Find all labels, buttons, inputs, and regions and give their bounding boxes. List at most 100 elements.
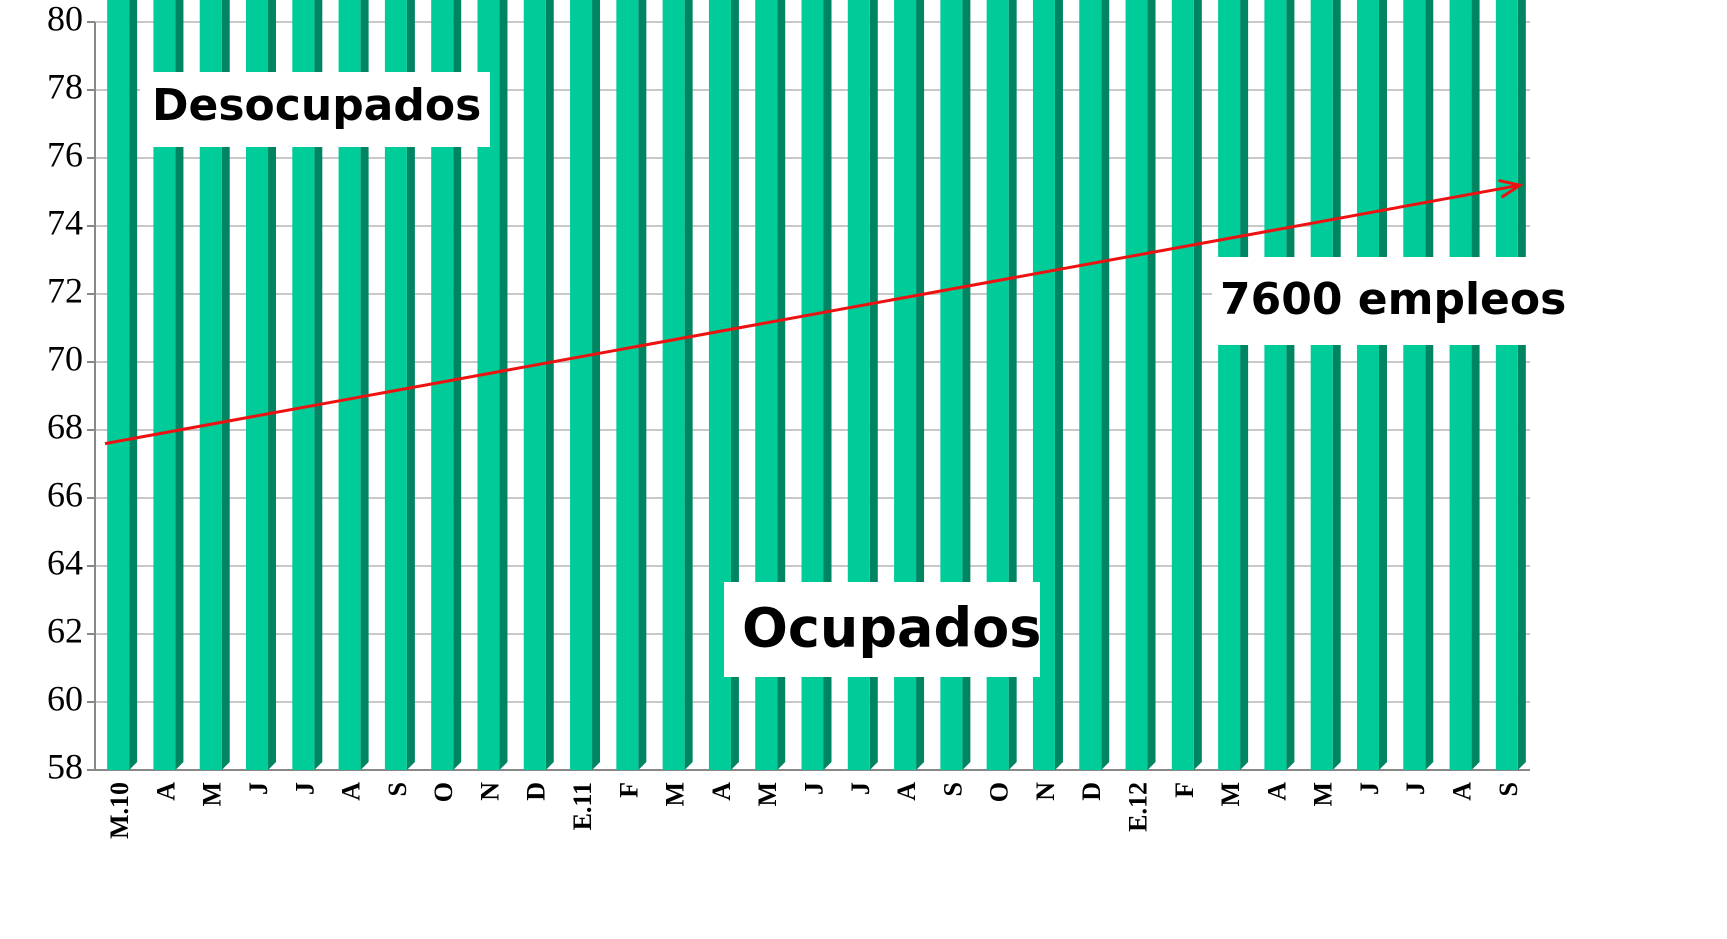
- y-tick-label: 58: [47, 746, 83, 786]
- bar: [801, 0, 824, 770]
- bar-side: [1332, 0, 1341, 770]
- bar: [107, 0, 130, 770]
- bar-side: [962, 0, 971, 770]
- y-tick-label: 78: [47, 66, 83, 106]
- trend-line: [104, 183, 1521, 446]
- bar: [847, 0, 870, 770]
- x-tick-label: A: [337, 782, 366, 801]
- bar-side: [406, 0, 415, 770]
- series-label: Ocupados: [742, 597, 1041, 660]
- bar: [1218, 0, 1241, 770]
- x-tick-label: A: [151, 782, 180, 801]
- series-label: Desocupados: [152, 80, 481, 131]
- bar: [153, 0, 176, 770]
- bar-side: [684, 0, 693, 770]
- x-tick-label: M: [661, 782, 690, 807]
- bar: [1125, 0, 1148, 770]
- x-tick-label: M: [1309, 782, 1338, 807]
- bar: [1495, 0, 1518, 770]
- bar: [338, 0, 361, 770]
- x-tick-label: A: [1448, 782, 1477, 801]
- bar-side: [1425, 0, 1434, 770]
- bar-side: [823, 0, 832, 770]
- bar: [384, 0, 407, 770]
- x-tick-label: J: [1355, 782, 1384, 795]
- bar-side: [360, 0, 369, 770]
- x-tick-label: S: [938, 782, 967, 796]
- bar-side: [592, 0, 601, 770]
- bar: [523, 0, 546, 771]
- bar-side: [1054, 0, 1063, 770]
- x-tick-label: J: [244, 782, 273, 795]
- x-tick-label: M.10: [105, 782, 134, 839]
- bar: [1032, 0, 1055, 770]
- x-tick-label: E.11: [568, 782, 597, 830]
- bar: [246, 0, 269, 770]
- x-tick-label: J: [1401, 782, 1430, 795]
- x-tick-label: A: [707, 782, 736, 801]
- bar: [199, 0, 222, 770]
- bar: [1171, 0, 1194, 771]
- bar: [570, 0, 593, 770]
- bar: [1264, 0, 1287, 770]
- y-tick-label: 68: [47, 406, 83, 446]
- x-tick-label: J: [846, 782, 875, 795]
- bar: [1356, 0, 1379, 770]
- bar-side: [869, 0, 878, 770]
- bar-side: [1517, 0, 1526, 770]
- annotation: 7600 empleos: [1220, 274, 1566, 325]
- bar: [292, 0, 315, 771]
- y-tick-label: 80: [47, 0, 83, 38]
- x-tick-label: A: [892, 782, 921, 801]
- x-tick-label: N: [475, 782, 504, 801]
- y-tick-label: 70: [47, 338, 83, 378]
- bar: [1449, 0, 1472, 770]
- x-tick-label: D: [522, 782, 551, 801]
- x-tick-label: S: [383, 782, 412, 796]
- bar-side: [777, 0, 786, 770]
- bar: [755, 0, 778, 771]
- x-tick-label: A: [1262, 782, 1291, 801]
- label-box: [1212, 257, 1557, 345]
- bar: [940, 0, 963, 770]
- bar: [616, 0, 639, 770]
- bar-side: [638, 0, 647, 770]
- x-tick-label: N: [1031, 782, 1060, 801]
- bar: [662, 0, 685, 771]
- bar-side: [1471, 0, 1480, 770]
- x-tick-label: F: [614, 782, 643, 798]
- y-tick-label: 62: [47, 610, 83, 650]
- bar-side: [1240, 0, 1249, 770]
- x-tick-label: O: [985, 782, 1014, 802]
- x-tick-label: E.12: [1124, 782, 1153, 832]
- bar-side: [221, 0, 230, 770]
- x-tick-label: F: [1170, 782, 1199, 798]
- bar: [1310, 0, 1333, 770]
- bar: [477, 0, 500, 770]
- x-tick-label: J: [290, 782, 319, 795]
- bar-side: [129, 0, 138, 770]
- bar-side: [499, 0, 508, 770]
- x-tick-label: J: [799, 782, 828, 795]
- y-tick-label: 60: [47, 678, 83, 718]
- bar-side: [268, 0, 277, 770]
- bar-side: [916, 0, 925, 770]
- x-tick-label: M: [198, 782, 227, 807]
- bar: [894, 0, 917, 770]
- bar: [986, 0, 1009, 771]
- y-tick-label: 64: [47, 542, 83, 582]
- bar-side: [1101, 0, 1110, 770]
- bar: [708, 0, 731, 770]
- trend-arrowhead: [1498, 178, 1524, 199]
- bar-side: [1008, 0, 1017, 770]
- bar-side: [175, 0, 184, 770]
- y-tick-label: 66: [47, 474, 83, 514]
- bar-side: [1286, 0, 1295, 770]
- x-tick-label: S: [1494, 782, 1523, 796]
- bar-side: [1147, 0, 1156, 770]
- bar-side: [545, 0, 554, 770]
- bar: [431, 0, 454, 770]
- bar-side: [730, 0, 739, 770]
- x-tick-label: O: [429, 782, 458, 802]
